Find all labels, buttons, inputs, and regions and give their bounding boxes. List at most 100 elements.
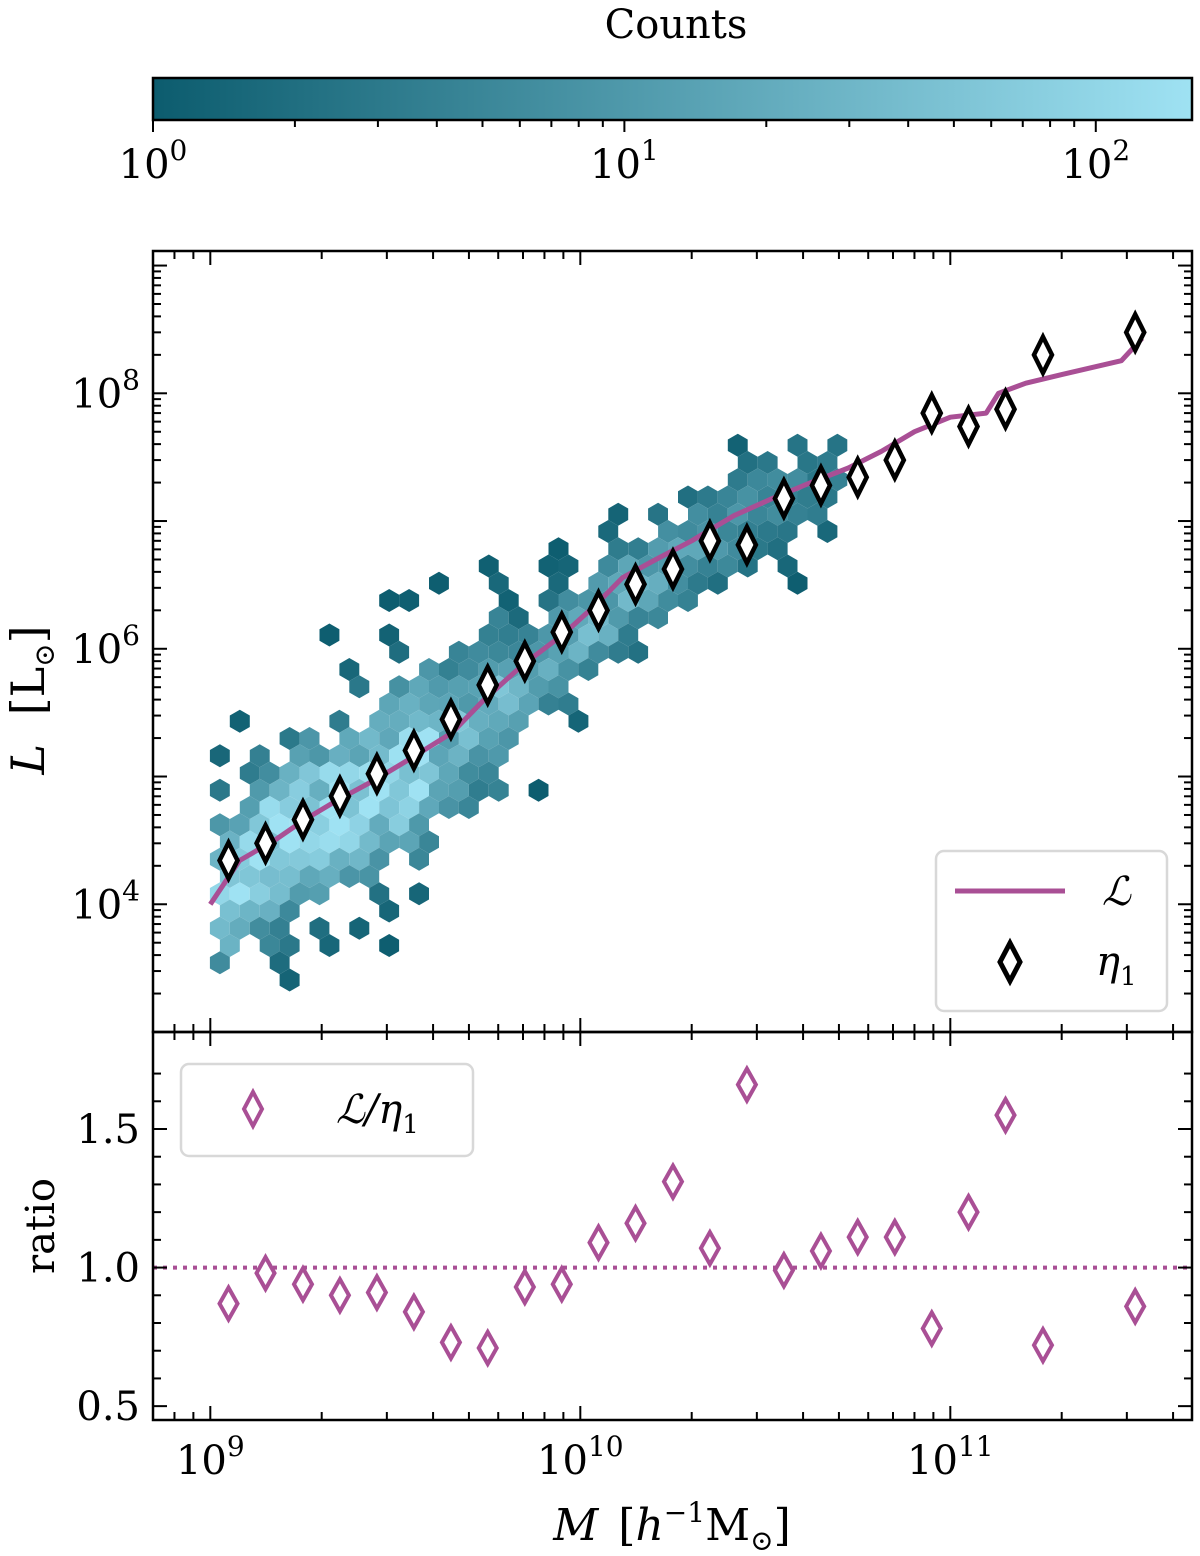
hexbin-cell: [309, 916, 330, 940]
hexbin-cell: [309, 778, 330, 802]
ratio-marker: [661, 1161, 685, 1202]
hexbin-cell: [379, 830, 400, 854]
x-tick-base: 10: [176, 1438, 227, 1484]
eta1-marker: [661, 546, 685, 593]
hexbin-cell: [379, 623, 400, 647]
hexbin-cell: [658, 589, 678, 612]
eta1-marker: [809, 462, 833, 509]
eta1-marker: [476, 662, 500, 709]
hexbin-cell: [448, 744, 469, 768]
ylabel-unit-sub: ⊙: [28, 643, 61, 666]
hexbin-cell: [678, 485, 698, 509]
eta1-marker: [254, 820, 278, 867]
y-tick-exp: 8: [122, 363, 140, 396]
legend-label-eta: η1: [1096, 939, 1137, 992]
hexbin-cell: [817, 520, 838, 543]
legend-diamond-swatch: [997, 937, 1023, 987]
x-tick-exp: 9: [227, 1430, 245, 1463]
hexbin-cell: [518, 692, 539, 716]
legend-eta-sub: 1: [1120, 962, 1137, 992]
hexbin-cell: [488, 778, 509, 802]
hexbin-cell: [309, 744, 330, 768]
ratio-panel-frame: [151, 1030, 1194, 1422]
hexbin-cell: [429, 778, 449, 802]
eta1-marker: [772, 475, 796, 522]
hexbin-cell: [209, 951, 230, 975]
ratio-marker: [846, 1217, 870, 1258]
hexbin-cell: [478, 554, 499, 578]
hexbin-cell: [498, 589, 519, 612]
hexbin-cell: [548, 675, 569, 699]
eta1-marker: [957, 403, 981, 450]
ylabel-close: ]: [1, 625, 55, 643]
ratio-legend: ℒ/η1: [179, 1062, 475, 1158]
series-eta1-markers: [217, 309, 1147, 884]
legend-label-ratio: ℒ/η1: [336, 1087, 419, 1140]
ratio-legend-box: [179, 1062, 475, 1158]
hexbin-cell: [588, 571, 609, 595]
hexbin-cell: [289, 882, 310, 906]
hexbin-cell: [349, 813, 370, 837]
x-tick-base: 10: [537, 1438, 588, 1484]
xlabel-open: [: [618, 1500, 635, 1551]
ratio-marker: [254, 1253, 277, 1294]
hexbin-cell: [777, 554, 798, 578]
hexbin-cell: [787, 433, 808, 457]
xlabel-unit-sub: ⊙: [750, 1524, 773, 1556]
eta1-marker: [402, 727, 426, 774]
hexbin-cell: [259, 899, 280, 923]
hexbin-cell: [269, 778, 290, 802]
ratio-marker: [698, 1228, 722, 1269]
hexbin-cell: [558, 589, 579, 612]
hexbin-cell: [419, 658, 439, 681]
hexbin-cell: [439, 761, 459, 785]
hexbin-cell: [359, 727, 380, 750]
hexbin-cell: [578, 623, 599, 647]
hexbin-cell: [508, 606, 529, 630]
y-tick-label: 104: [71, 874, 140, 928]
ratio-ylabel: ratio: [18, 1178, 64, 1274]
hexbin-cell: [319, 623, 340, 647]
hexbin-cell: [409, 847, 429, 871]
colorbar-tick-exp: 2: [1112, 134, 1130, 167]
hexbin-cell: [399, 589, 420, 612]
hexbin-cell: [488, 640, 509, 664]
eta1-marker: [994, 386, 1018, 433]
hexbin-cell: [359, 796, 380, 819]
ratio-marker: [809, 1230, 833, 1272]
legend-eta-symbol: η: [1096, 939, 1120, 985]
y-tick-label: 108: [71, 363, 140, 417]
hexbin-cell: [329, 709, 350, 733]
hexbin-cell: [488, 571, 509, 595]
hexbin-cell: [538, 692, 559, 716]
hexbin-cell: [279, 727, 300, 750]
hexbin-cell: [688, 502, 708, 526]
eta1-marker: [365, 750, 389, 797]
eta1-marker: [920, 390, 944, 437]
colorbar-tick-exp: 0: [170, 134, 188, 167]
eta1-marker: [624, 561, 648, 608]
hexbin-cell: [488, 606, 509, 630]
colorbar-tick-label: 101: [590, 134, 659, 188]
hexbin-cell: [458, 761, 479, 785]
hexbin-cell: [279, 934, 300, 957]
xlabel-h: h: [635, 1500, 663, 1551]
hexbin-cell: [399, 692, 420, 716]
ratio-marker: [476, 1327, 500, 1369]
hexbin-cell: [717, 554, 738, 578]
hexbin-cell: [329, 744, 350, 768]
ratio-y-tick-label: 1.5: [76, 1107, 140, 1153]
hexbin-cell: [598, 520, 619, 543]
colorbar-gradient: [151, 76, 1194, 122]
ratio-marker: [513, 1266, 537, 1308]
hexbin-cell: [319, 830, 340, 854]
hexbin-cell: [548, 571, 569, 595]
colorbar-tick-exp: 1: [641, 134, 659, 167]
hexbin-cell: [688, 571, 708, 595]
x-tick-base: 10: [907, 1438, 958, 1484]
hexbin-cell: [757, 451, 778, 474]
hexbin-cell: [558, 554, 579, 578]
